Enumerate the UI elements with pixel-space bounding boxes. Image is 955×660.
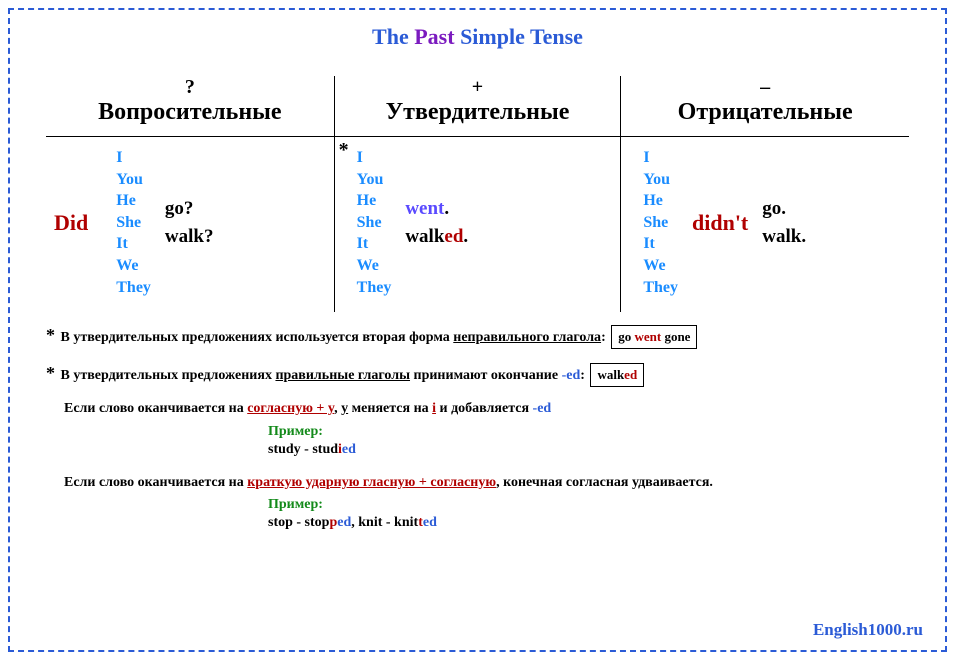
symbol-q: ? bbox=[46, 76, 334, 99]
lesson-frame: The Past Simple Tense ? Вопросительные +… bbox=[8, 8, 947, 652]
page-title: The Past Simple Tense bbox=[38, 24, 917, 50]
note-4: Если слово оканчивается на краткую ударн… bbox=[64, 472, 917, 494]
note-2: * В утвердительных предложениях правильн… bbox=[46, 360, 917, 388]
cell-question: Did I You He She It We They go? walk? bbox=[46, 137, 334, 312]
pronouns-n: I You He She It We They bbox=[629, 147, 678, 298]
box-irregular: go went gone bbox=[611, 325, 697, 349]
title-the: The bbox=[372, 24, 409, 49]
aux-didnt: didn't bbox=[692, 210, 748, 236]
header-question: ? Вопросительные bbox=[46, 76, 334, 137]
title-rest: Simple Tense bbox=[460, 24, 583, 49]
label-q: Вопросительные bbox=[98, 99, 281, 125]
symbol-a: + bbox=[335, 76, 621, 99]
note-1: * В утвердительных предложениях использу… bbox=[46, 322, 917, 350]
box-regular: walked bbox=[590, 363, 644, 387]
tense-table: ? Вопросительные + Утвердительные – Отри… bbox=[46, 76, 909, 312]
pronouns-q: I You He She It We They bbox=[102, 147, 151, 298]
footer-link[interactable]: English1000.ru bbox=[813, 620, 923, 640]
aux-did: Did bbox=[54, 210, 88, 236]
label-n: Отрицательные bbox=[678, 99, 853, 125]
verbs-n: go. walk. bbox=[762, 195, 806, 250]
example-1: study - studied bbox=[268, 442, 917, 458]
verbs-a: went. walked. bbox=[405, 195, 468, 250]
pronouns-a: I You He She It We They bbox=[343, 147, 392, 298]
example-2: stop - stopped, knit - knitted bbox=[268, 515, 917, 531]
header-negative: – Отрицательные bbox=[621, 76, 909, 137]
header-affirm: + Утвердительные bbox=[334, 76, 622, 137]
cell-affirm: * I You He She It We They went. walked. bbox=[334, 137, 622, 312]
star-affirm: * bbox=[339, 139, 349, 162]
example-2-label: Пример: bbox=[268, 497, 917, 513]
title-past: Past bbox=[414, 24, 454, 49]
symbol-n: – bbox=[621, 76, 909, 99]
cell-negative: I You He She It We They didn't go. walk. bbox=[621, 137, 909, 312]
verbs-q: go? walk? bbox=[165, 195, 214, 250]
label-a: Утвердительные bbox=[386, 99, 570, 125]
example-1-label: Пример: bbox=[268, 424, 917, 440]
note-3: Если слово оканчивается на согласную + y… bbox=[64, 398, 917, 420]
